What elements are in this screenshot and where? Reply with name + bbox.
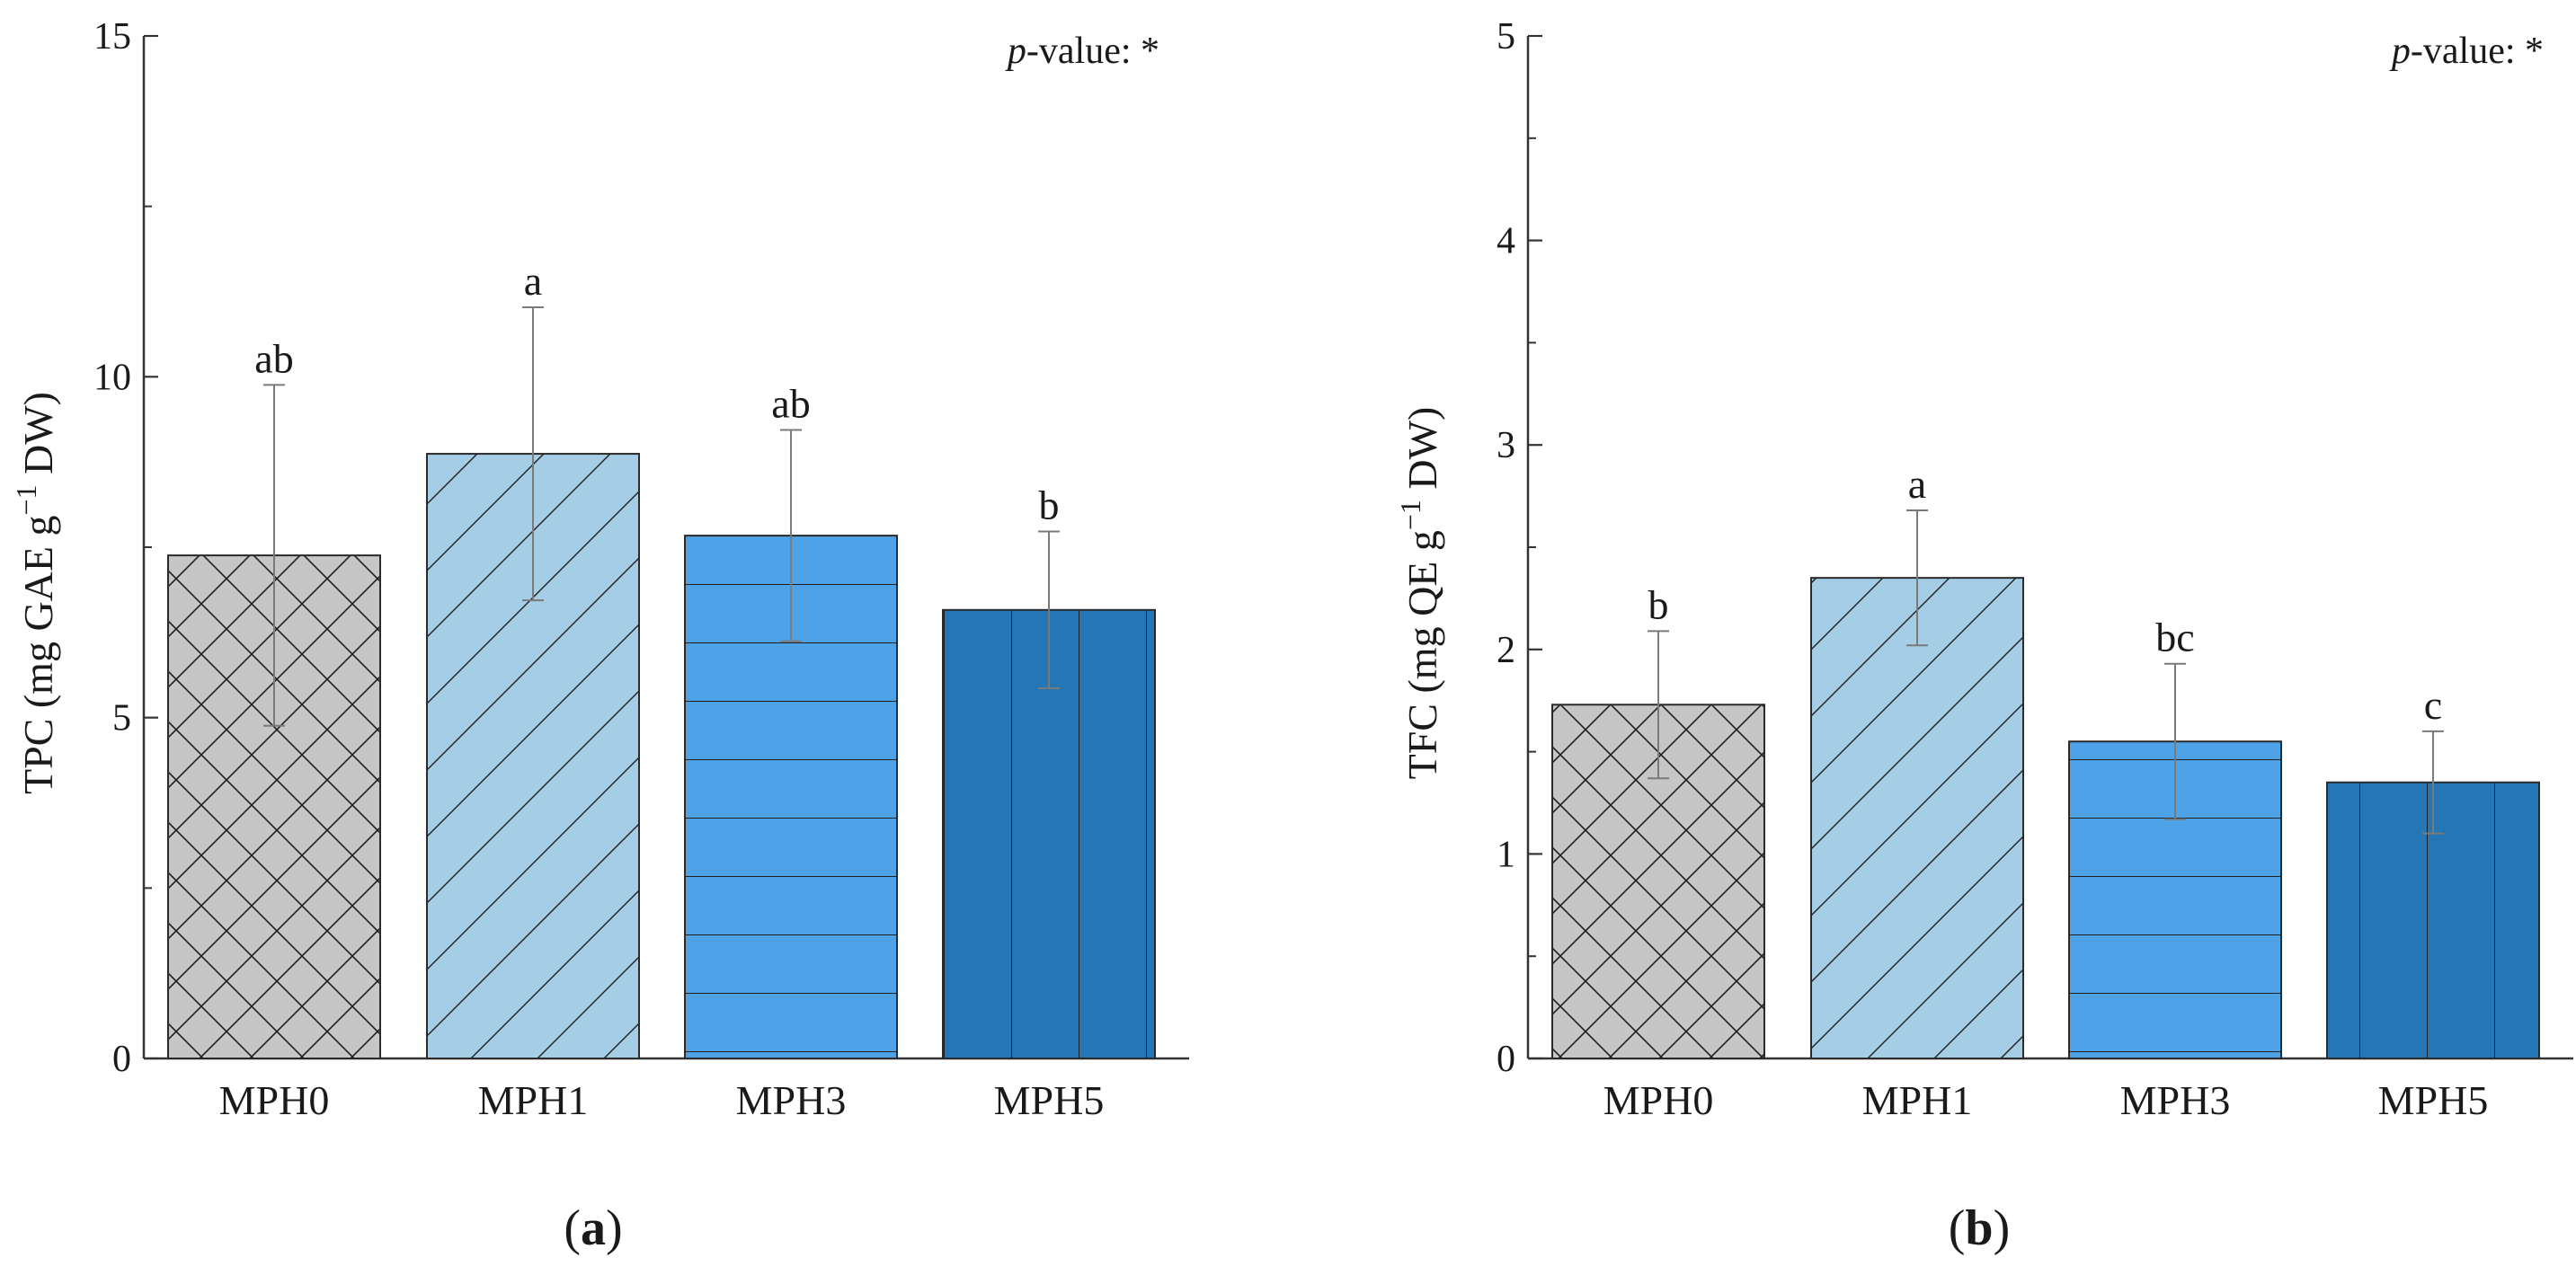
- panel-b-x-tick-label-mph3: MPH3: [2120, 1077, 2231, 1123]
- panel-a-p-value: p-value: *: [1005, 31, 1159, 72]
- panel-a-y-tick-label: 0: [112, 1039, 131, 1080]
- panel-a-y-axis-title: TPC (mg GAE g−1 DW): [10, 392, 61, 794]
- panel-b-y-axis-title: TFC (mg QE g−1 DW): [1394, 407, 1445, 780]
- panel-a-x-tick-label-mph3: MPH3: [736, 1077, 847, 1123]
- panel-a-bars: ab MPH0 a MPH1 ab MPH3 b MPH5: [167, 258, 1156, 1123]
- panel-a-label: (a): [564, 1200, 622, 1256]
- panel-b-x-tick-label-mph0: MPH0: [1603, 1077, 1714, 1123]
- panel-a-x-tick-label-mph1: MPH1: [478, 1077, 589, 1123]
- panel-b-x-tick-label-mph1: MPH1: [1862, 1077, 1973, 1123]
- panel-a-y-tick-label: 5: [112, 698, 131, 739]
- panel-b-bars: b MPH0 a MPH1 bc MPH3 c MPH5: [1551, 461, 2540, 1123]
- panel-b-y-tick-label: 4: [1497, 221, 1515, 262]
- panel-a-significance-mph5: b: [1039, 483, 1060, 528]
- panel-b-y-tick-label: 5: [1497, 16, 1515, 58]
- panel-b-y-tick-label: 2: [1497, 630, 1515, 671]
- panel-b-x-tick-label-mph5: MPH5: [2378, 1077, 2489, 1123]
- panel-a-significance-mph1: a: [524, 258, 542, 304]
- panel-a-tpc: 0 5 10 15 ab MPH0 a MPH1 ab MPH3 b MPH5 TPC (mg GA…: [10, 16, 1189, 1256]
- panel-b-tfc: 0 1 2 3 4 5 b MPH0 a MPH1 bc MPH3 c MPH5 TFC (mg QE …: [1394, 16, 2573, 1256]
- panel-b-significance-mph1: a: [1908, 461, 1926, 507]
- panel-b-y-tick-label: 3: [1497, 425, 1515, 466]
- panel-a-y-tick-label: 10: [93, 357, 131, 398]
- panel-b-p-value: p-value: *: [2389, 31, 2544, 72]
- panel-b-label: (b): [1949, 1200, 2010, 1256]
- panel-b-significance-mph5: c: [2424, 682, 2442, 728]
- panel-b-significance-mph3: bc: [2155, 615, 2194, 660]
- panel-b-y-tick-label: 1: [1497, 834, 1515, 875]
- panel-a-significance-mph3: ab: [771, 381, 810, 427]
- panel-b-bar-hatch-mph1: [1810, 577, 2024, 1059]
- panel-a-y-tick-label: 15: [93, 16, 131, 58]
- panel-a-x-tick-label-mph0: MPH0: [219, 1077, 330, 1123]
- panel-b-y-tick-label: 0: [1497, 1039, 1515, 1080]
- panel-b-significance-mph0: b: [1648, 581, 1669, 627]
- panel-a-significance-mph0: ab: [254, 335, 293, 381]
- panel-a-x-tick-label-mph5: MPH5: [994, 1077, 1105, 1123]
